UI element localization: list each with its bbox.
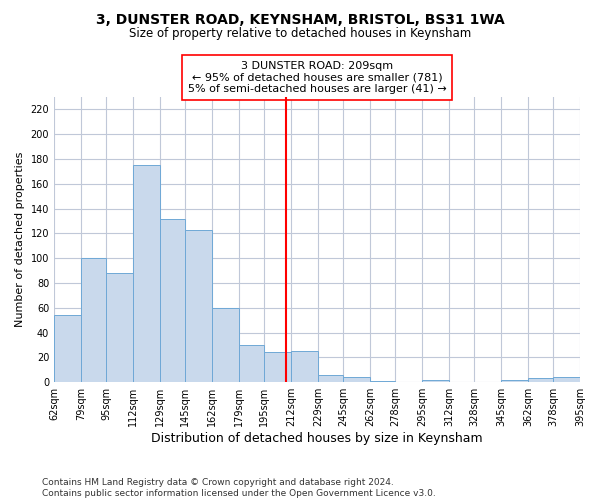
Bar (212, 308, 239, 382)
Bar (291, 351, 318, 382)
Text: Size of property relative to detached houses in Keynsham: Size of property relative to detached ho… (129, 28, 471, 40)
Bar (501, 380, 528, 382)
Bar (553, 377, 580, 382)
Text: Contains HM Land Registry data © Crown copyright and database right 2024.
Contai: Contains HM Land Registry data © Crown c… (42, 478, 436, 498)
Bar (54, 316, 81, 382)
Bar (81, 258, 106, 382)
Y-axis label: Number of detached properties: Number of detached properties (15, 152, 25, 328)
Bar (133, 165, 160, 382)
Bar (239, 345, 264, 382)
Text: 3 DUNSTER ROAD: 209sqm
← 95% of detached houses are smaller (781)
5% of semi-det: 3 DUNSTER ROAD: 209sqm ← 95% of detached… (188, 61, 446, 94)
Bar (318, 375, 343, 382)
Bar (370, 381, 395, 382)
Bar (160, 218, 185, 382)
X-axis label: Distribution of detached houses by size in Keynsham: Distribution of detached houses by size … (151, 432, 483, 445)
Bar (422, 380, 449, 382)
Bar (106, 273, 133, 382)
Bar (264, 352, 291, 382)
Bar (185, 230, 212, 382)
Bar (528, 378, 553, 382)
Bar (343, 377, 370, 382)
Text: 3, DUNSTER ROAD, KEYNSHAM, BRISTOL, BS31 1WA: 3, DUNSTER ROAD, KEYNSHAM, BRISTOL, BS31… (95, 12, 505, 26)
